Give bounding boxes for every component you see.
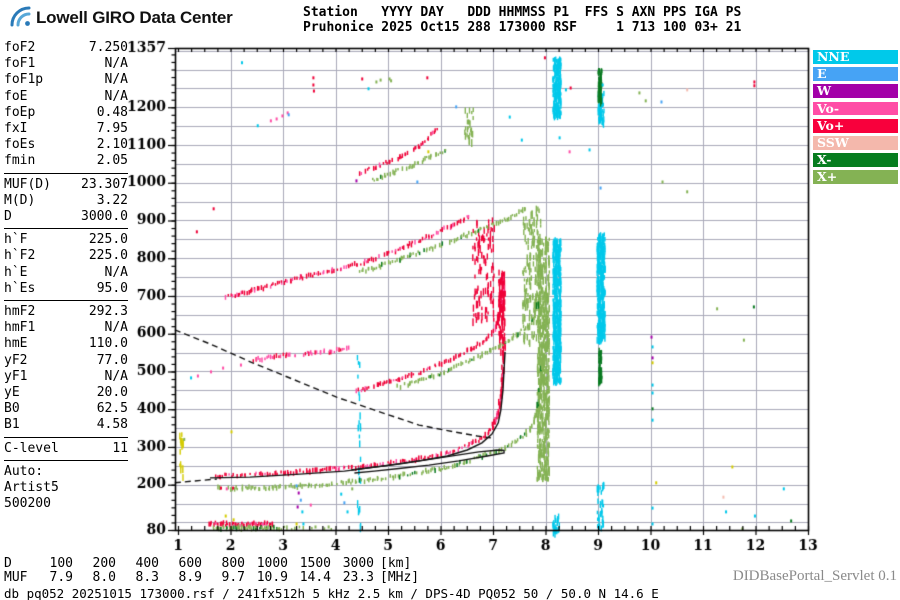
- bottom-row-value: 14.4: [299, 570, 331, 585]
- bottom-row-value: 800: [221, 556, 245, 571]
- bottom-row-value: 1000: [256, 556, 288, 571]
- bottom-row-label: D: [4, 556, 12, 571]
- bottom-row-value: 1500: [299, 556, 331, 571]
- legend-item-NNE: NNE: [813, 50, 898, 64]
- bottom-row-value: 23.3: [342, 570, 374, 585]
- bottom-row-value: 200: [92, 556, 116, 571]
- bottom-row-label: MUF: [4, 570, 28, 585]
- servlet-version-label: DIDBasePortal_Servlet 0.1: [732, 568, 897, 584]
- bottom-row-value: 8.3: [135, 570, 159, 585]
- muf-row: MUF 7.9 8.0 8.3 8.9 9.7 10.9 14.4 23.3 [MHz]: [4, 571, 419, 585]
- bottom-row-value: 400: [135, 556, 159, 571]
- file-info-line: db pq052 20251015 173000.rsf / 241fx512h…: [4, 586, 659, 600]
- legend-item-X+: X+: [813, 170, 898, 185]
- bottom-row-value: 100: [49, 556, 73, 571]
- bottom-row-value: 8.0: [92, 570, 116, 585]
- distance-row: D 100 200 400 600 800 1000 1500 3000 [km]: [4, 557, 411, 571]
- legend-item-X-: X-: [813, 153, 898, 167]
- bottom-row-unit: [km]: [380, 556, 412, 571]
- legend-item-SSW: SSW: [813, 136, 898, 150]
- bottom-row-unit: [MHz]: [380, 570, 420, 585]
- bottom-row-value: 10.9: [256, 570, 288, 585]
- legend-item-E: E: [813, 67, 898, 81]
- bottom-row-value: 9.7: [221, 570, 245, 585]
- bottom-row-value: 7.9: [49, 570, 73, 585]
- bottom-row-value: 3000: [342, 556, 374, 571]
- echo-direction-legend: NNE E W Vo- Vo+ SSW X- X+: [813, 50, 898, 188]
- legend-item-Vo+: Vo+: [813, 119, 898, 133]
- legend-item-Vo-: Vo-: [813, 101, 898, 116]
- legend-item-W: W: [813, 84, 898, 99]
- bottom-row-value: 600: [178, 556, 202, 571]
- bottom-row-value: 8.9: [178, 570, 202, 585]
